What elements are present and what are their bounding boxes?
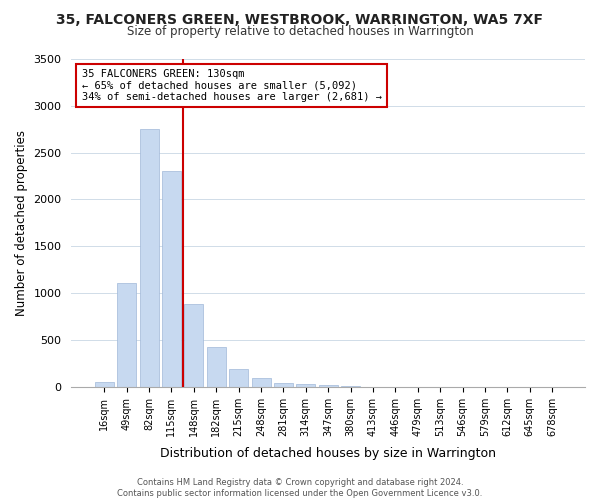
Text: 35 FALCONERS GREEN: 130sqm
← 65% of detached houses are smaller (5,092)
34% of s: 35 FALCONERS GREEN: 130sqm ← 65% of deta…: [82, 69, 382, 102]
Bar: [341, 386, 360, 387]
Bar: [117, 283, 136, 387]
X-axis label: Distribution of detached houses by size in Warrington: Distribution of detached houses by size …: [160, 447, 496, 460]
Bar: [274, 383, 293, 387]
Bar: [184, 304, 203, 387]
Bar: [319, 385, 338, 387]
Bar: [207, 346, 226, 387]
Y-axis label: Number of detached properties: Number of detached properties: [15, 130, 28, 316]
Text: Contains HM Land Registry data © Crown copyright and database right 2024.
Contai: Contains HM Land Registry data © Crown c…: [118, 478, 482, 498]
Text: Size of property relative to detached houses in Warrington: Size of property relative to detached ho…: [127, 25, 473, 38]
Bar: [251, 378, 271, 387]
Bar: [95, 382, 114, 387]
Bar: [229, 370, 248, 387]
Bar: [162, 172, 181, 387]
Text: 35, FALCONERS GREEN, WESTBROOK, WARRINGTON, WA5 7XF: 35, FALCONERS GREEN, WESTBROOK, WARRINGT…: [56, 12, 544, 26]
Bar: [296, 384, 316, 387]
Bar: [140, 129, 158, 387]
